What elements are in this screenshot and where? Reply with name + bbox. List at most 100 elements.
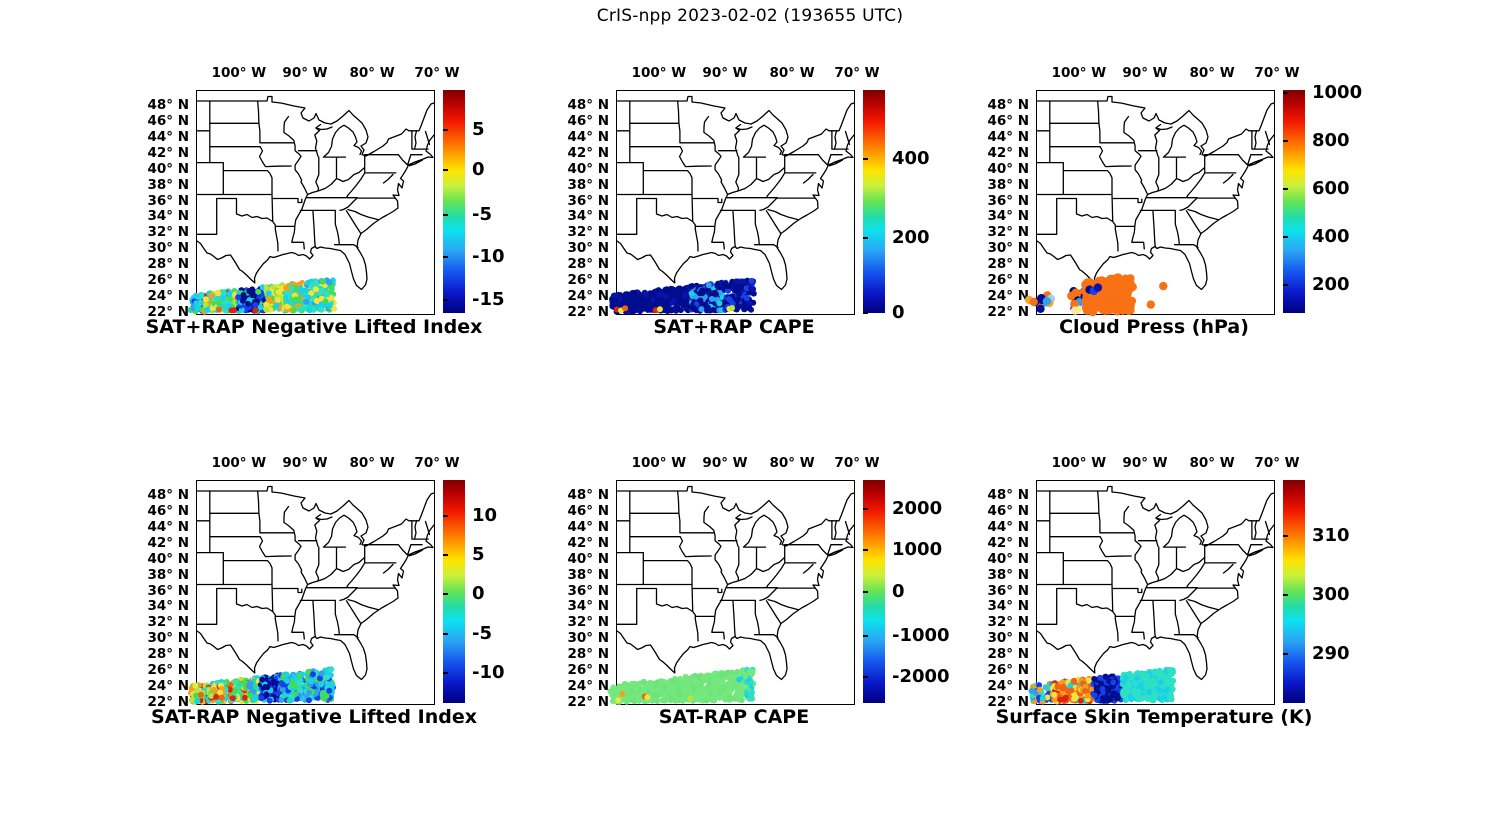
lat-tick-label: 34° N bbox=[987, 208, 1029, 225]
panel-sat-minus-rap-nli: 100° W 90° W 80° W 70° W 48° N 46° N 44° N 42° … bbox=[121, 445, 521, 747]
colorbar-tick bbox=[443, 256, 448, 259]
lat-tick-label: 32° N bbox=[567, 224, 609, 241]
colorbar-tick-label: 5 bbox=[472, 543, 485, 565]
lat-tick-label: 36° N bbox=[567, 192, 609, 209]
panel-title: SAT+RAP Negative Lifted Index bbox=[145, 316, 483, 338]
us-map bbox=[187, 95, 435, 315]
lat-tick-label: 38° N bbox=[567, 176, 609, 193]
swath-dots bbox=[188, 666, 336, 705]
lon-tick-label: 100° W bbox=[1051, 65, 1107, 81]
lat-tick-label: 44° N bbox=[987, 518, 1029, 535]
panel-title: SAT-RAP Negative Lifted Index bbox=[151, 706, 477, 728]
lat-tick-label: 24° N bbox=[147, 678, 189, 695]
swath-dots bbox=[609, 277, 757, 315]
lon-tick-label: 90° W bbox=[702, 65, 748, 81]
lat-tick-label: 42° N bbox=[147, 144, 189, 161]
lat-tick-label: 30° N bbox=[987, 630, 1029, 647]
lat-tick-label: 34° N bbox=[987, 598, 1029, 615]
lon-tick-label: 90° W bbox=[702, 455, 748, 471]
lat-tick-label: 24° N bbox=[567, 288, 609, 305]
colorbar-tick bbox=[863, 549, 868, 552]
panel-sat-plus-rap-cape: 100° W 90° W 80° W 70° W 48° N 46° N 44° N 42° … bbox=[541, 55, 941, 357]
colorbar-tick-label: 5 bbox=[472, 119, 485, 141]
lon-tick-label: 80° W bbox=[349, 455, 395, 471]
lat-tick-label: 42° N bbox=[147, 534, 189, 551]
lat-tick-label: 34° N bbox=[567, 208, 609, 225]
lon-tick-label: 80° W bbox=[1189, 65, 1235, 81]
lat-tick-label: 24° N bbox=[987, 678, 1029, 695]
lat-tick-label: 28° N bbox=[567, 256, 609, 273]
panel-sat-minus-rap-cape: 100° W 90° W 80° W 70° W 48° N 46° N 44° N 42° … bbox=[541, 445, 949, 747]
lon-tick-label: 90° W bbox=[282, 65, 328, 81]
lon-tick-label: 80° W bbox=[349, 65, 395, 81]
panel-title: Cloud Press (hPa) bbox=[1059, 316, 1249, 338]
lat-tick-label: 28° N bbox=[987, 646, 1029, 663]
us-map bbox=[607, 485, 855, 705]
lon-tick-label: 70° W bbox=[1254, 455, 1300, 471]
lat-tick-label: 46° N bbox=[567, 112, 609, 129]
lon-tick-label: 70° W bbox=[414, 455, 460, 471]
colorbar-tick bbox=[443, 671, 448, 674]
colorbar-tick-label: -10 bbox=[472, 246, 505, 268]
colorbar bbox=[1283, 90, 1305, 313]
map-axes bbox=[1028, 480, 1275, 705]
colorbar-tick-label: -1000 bbox=[892, 625, 950, 647]
lon-tick-label: 80° W bbox=[1189, 455, 1235, 471]
lon-tick-label: 90° W bbox=[282, 455, 328, 471]
map-axes bbox=[187, 90, 435, 315]
colorbar-tick-label: 200 bbox=[1312, 274, 1350, 296]
lat-tick-label: 32° N bbox=[147, 614, 189, 631]
colorbar-tick bbox=[1283, 188, 1288, 191]
lat-tick-label: 46° N bbox=[987, 112, 1029, 129]
colorbar-tick-label: 310 bbox=[1312, 524, 1350, 546]
lat-tick-label: 34° N bbox=[147, 208, 189, 225]
colorbar-tick bbox=[1283, 92, 1288, 95]
lat-tick-label: 36° N bbox=[147, 582, 189, 599]
lat-tick-label: 46° N bbox=[147, 502, 189, 519]
colorbar-tick bbox=[443, 553, 448, 556]
colorbar-tick bbox=[443, 298, 448, 301]
lon-tick-label: 70° W bbox=[834, 65, 880, 81]
colorbar-tick-label: -5 bbox=[472, 622, 492, 644]
colorbar-tick bbox=[863, 158, 868, 161]
colorbar-tick-label: 600 bbox=[1312, 178, 1350, 200]
lat-tick-label: 38° N bbox=[147, 566, 189, 583]
lat-tick-label: 36° N bbox=[987, 192, 1029, 209]
colorbar-tick bbox=[1283, 284, 1288, 287]
lat-tick-label: 22° N bbox=[147, 694, 189, 710]
us-map bbox=[1028, 485, 1275, 705]
lat-tick-label: 38° N bbox=[987, 566, 1029, 583]
lat-tick-label: 26° N bbox=[567, 662, 609, 679]
lat-tick-label: 40° N bbox=[147, 550, 189, 567]
lat-tick-label: 34° N bbox=[567, 598, 609, 615]
map-axes bbox=[1024, 90, 1275, 317]
lat-tick-label: 38° N bbox=[147, 176, 189, 193]
lat-tick-label: 30° N bbox=[567, 630, 609, 647]
colorbar-tick-label: 200 bbox=[892, 227, 930, 249]
lon-tick-label: 80° W bbox=[769, 65, 815, 81]
lat-tick-label: 48° N bbox=[147, 96, 189, 113]
lat-tick-label: 22° N bbox=[147, 304, 189, 320]
map-axes bbox=[188, 480, 435, 705]
lat-tick-label: 38° N bbox=[567, 566, 609, 583]
colorbar-tick bbox=[863, 590, 868, 593]
us-map bbox=[609, 95, 855, 315]
lat-tick-label: 42° N bbox=[567, 534, 609, 551]
lat-tick-label: 28° N bbox=[147, 256, 189, 273]
us-map bbox=[1024, 95, 1275, 317]
lat-tick-label: 22° N bbox=[987, 304, 1029, 320]
swath-dots bbox=[187, 277, 338, 315]
lon-tick-label: 100° W bbox=[211, 65, 267, 81]
lat-tick-label: 42° N bbox=[987, 144, 1029, 161]
figure-title: CrIS-npp 2023-02-02 (193655 UTC) bbox=[596, 6, 904, 26]
lon-tick-label: 100° W bbox=[1051, 455, 1107, 471]
colorbar-tick bbox=[863, 312, 868, 314]
lat-tick-label: 30° N bbox=[147, 630, 189, 647]
lat-tick-label: 26° N bbox=[147, 272, 189, 289]
lat-tick-label: 24° N bbox=[987, 288, 1029, 305]
colorbar bbox=[863, 90, 885, 314]
lat-tick-label: 46° N bbox=[567, 502, 609, 519]
lon-tick-label: 80° W bbox=[769, 455, 815, 471]
lat-tick-label: 30° N bbox=[987, 240, 1029, 257]
